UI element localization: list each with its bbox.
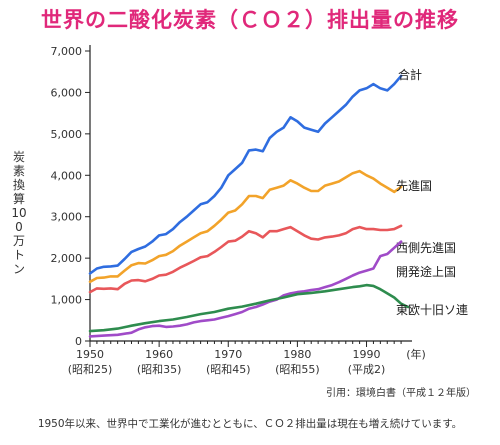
series-label-0: 合計 bbox=[398, 67, 422, 82]
y-tick-label: 3,000 bbox=[51, 211, 83, 224]
x-tick-sublabel: (昭和35) bbox=[137, 363, 182, 376]
series-label-1: 先進国 bbox=[396, 179, 432, 193]
y-tick-label: 1,000 bbox=[51, 294, 83, 307]
x-tick-label: 1980 bbox=[283, 348, 311, 361]
caption: 1950年以来、世界中で工業化が進むとともに、ＣＯ２排出量は現在も増え続けていま… bbox=[37, 418, 463, 430]
x-tick-label: 1950 bbox=[76, 348, 104, 361]
series-line-1 bbox=[88, 169, 403, 284]
x-tick-label: 1970 bbox=[214, 348, 242, 361]
series-label-4: 東欧十旧ソ連 bbox=[396, 303, 468, 317]
y-tick-label: 7,000 bbox=[51, 45, 83, 58]
y-tick-label: 0 bbox=[75, 335, 82, 348]
series-line-0 bbox=[88, 74, 403, 275]
series-label-2: 西側先進国 bbox=[396, 241, 456, 255]
series-label-3: 開発途上国 bbox=[396, 264, 456, 279]
series-line-2 bbox=[88, 224, 403, 294]
x-tick-sublabel: (昭和25) bbox=[68, 363, 113, 376]
x-tick-sublabel: (昭和45) bbox=[206, 363, 251, 376]
series-line-3 bbox=[88, 240, 403, 338]
y-tick-label: 4,000 bbox=[51, 169, 83, 182]
x-tick-sublabel: (平成2) bbox=[348, 363, 386, 376]
x-tick-label: 1960 bbox=[145, 348, 173, 361]
y-tick-label: 2,000 bbox=[51, 252, 83, 265]
chart-title: 世界の二酸化炭素（ＣＯ２）排出量の推移 bbox=[41, 8, 459, 32]
source-note: 引用：環境白書（平成１２年版） bbox=[326, 388, 476, 399]
y-tick-label: 5,000 bbox=[51, 128, 83, 141]
y-axis-label: 炭素換算100万トン bbox=[11, 150, 27, 276]
x-tick-sublabel: (昭和55) bbox=[275, 363, 320, 376]
x-axis-unit: (年) bbox=[406, 347, 426, 361]
series-line-4 bbox=[88, 283, 410, 333]
x-tick-label: 1990 bbox=[353, 348, 381, 361]
y-tick-label: 6,000 bbox=[51, 86, 83, 99]
